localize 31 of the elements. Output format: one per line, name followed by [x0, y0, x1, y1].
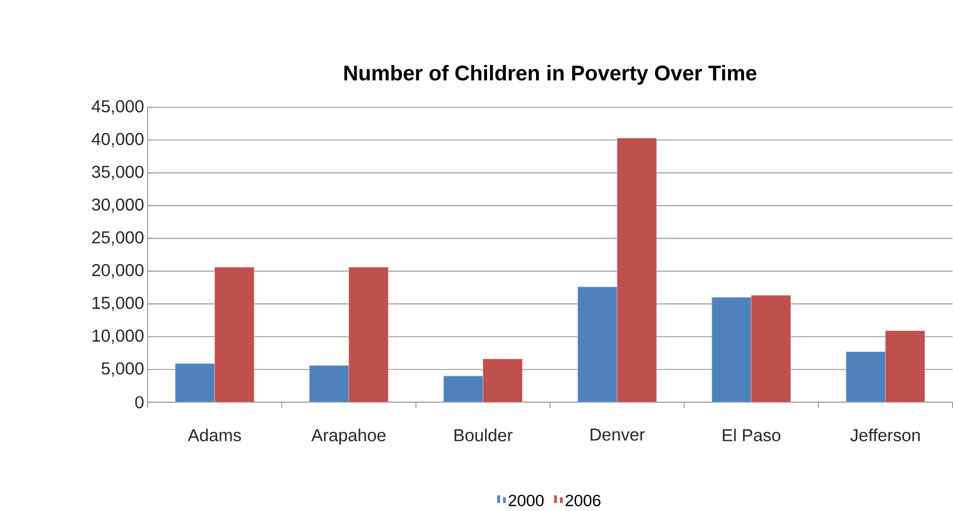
legend-label: 2006 [566, 494, 600, 506]
y-tick-label: 45,000 [92, 100, 144, 114]
y-tick-label: 0 [135, 396, 144, 408]
x-tick-label: Arapahoe [311, 428, 386, 445]
bar [309, 365, 350, 402]
bar [846, 351, 886, 402]
y-tick-label: 20,000 [92, 264, 144, 278]
bar [751, 295, 791, 402]
x-tick-label: Denver [590, 428, 645, 441]
bar [348, 266, 388, 402]
bar [214, 266, 254, 402]
x-tick-label: El Paso [722, 428, 780, 442]
y-tick-label: 35,000 [92, 166, 144, 180]
x-tick-label: Boulder [454, 428, 512, 442]
y-tick-label: 25,000 [92, 231, 144, 246]
bar [443, 376, 484, 402]
x-tick-label: Jefferson [850, 428, 920, 442]
x-tick-label: Adams [188, 428, 241, 442]
y-tick-label: 5,000 [102, 362, 144, 376]
y-tick-label: 15,000 [92, 296, 144, 311]
y-tick-label: 30,000 [92, 198, 144, 213]
bar [616, 138, 657, 402]
bar [885, 330, 926, 402]
y-tick-label: 40,000 [92, 132, 144, 148]
bar [175, 363, 215, 402]
chart-title: Number of Children in Poverty Over Time [344, 64, 756, 85]
bar [482, 358, 523, 402]
legend-label: 2000 [508, 494, 544, 506]
bar [712, 296, 752, 402]
bar [578, 286, 618, 402]
y-tick-label: 10,000 [92, 329, 144, 344]
